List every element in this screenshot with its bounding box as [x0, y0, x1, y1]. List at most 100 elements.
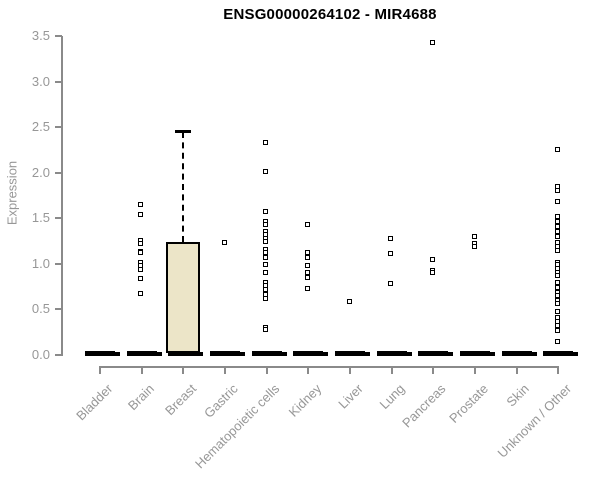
data-point — [304, 275, 310, 281]
x-category-label: Brain — [125, 381, 158, 414]
data-point — [138, 250, 144, 256]
x-category-label: Breast — [161, 381, 199, 419]
y-tick — [55, 217, 62, 220]
zero-bar — [168, 351, 199, 356]
y-tick-label: 3.0 — [31, 73, 50, 89]
y-tick-label: 1.0 — [31, 255, 50, 271]
data-point — [388, 251, 394, 257]
x-category-label: Lung — [376, 381, 408, 413]
zero-bar — [501, 351, 532, 356]
data-point — [471, 244, 477, 250]
zero-bar — [376, 351, 407, 356]
x-tick — [390, 366, 393, 374]
data-point — [554, 199, 560, 205]
data-point — [304, 263, 310, 269]
data-point — [263, 209, 269, 215]
x-tick — [557, 366, 560, 374]
x-tick — [182, 366, 185, 374]
x-category-label: Unknown / Other — [494, 381, 574, 461]
x-category-label: Kidney — [285, 381, 324, 420]
x-tick — [265, 366, 268, 374]
data-point — [554, 223, 560, 229]
zero-bar-end-point — [406, 352, 412, 356]
data-point — [554, 273, 560, 279]
data-point — [471, 234, 477, 240]
zero-bar-end-point — [115, 352, 120, 356]
x-tick — [432, 366, 435, 374]
zero-bar — [543, 351, 574, 356]
zero-bar-end-point — [240, 352, 245, 356]
zero-bar — [251, 351, 282, 356]
y-axis-line — [61, 36, 63, 356]
data-point — [304, 250, 310, 256]
data-point — [388, 281, 394, 287]
data-point — [263, 222, 269, 228]
data-point — [346, 298, 352, 304]
data-point — [138, 266, 144, 272]
zero-bar-end-point — [323, 352, 329, 356]
zero-bar-end-point — [281, 352, 287, 356]
y-tick-label: 2.0 — [31, 164, 50, 180]
x-axis-line — [99, 366, 560, 368]
y-tick — [55, 308, 62, 311]
data-point — [138, 202, 144, 208]
zero-bar — [460, 351, 491, 356]
data-point — [554, 218, 560, 224]
data-point — [138, 241, 144, 247]
data-point — [263, 262, 269, 268]
x-tick — [474, 366, 477, 374]
data-point — [554, 285, 560, 291]
zero-bar-end-point — [573, 352, 579, 356]
data-point — [554, 318, 560, 324]
data-point — [138, 275, 144, 281]
data-point — [429, 256, 435, 262]
whisker — [182, 131, 185, 242]
data-point — [304, 285, 310, 291]
data-point — [263, 250, 269, 256]
y-tick — [55, 126, 62, 129]
data-point — [554, 247, 560, 253]
y-tick — [55, 354, 62, 356]
zero-bar-end-point — [448, 352, 454, 356]
data-point — [263, 239, 269, 245]
data-point — [263, 326, 269, 332]
zero-bar — [210, 351, 240, 356]
data-point — [221, 240, 227, 246]
data-point — [554, 293, 560, 299]
chart-title: ENSG00000264102 - MIR4688 — [223, 6, 437, 23]
data-point — [304, 254, 310, 260]
data-point — [554, 308, 560, 314]
data-point — [554, 147, 560, 153]
data-point — [554, 323, 560, 329]
data-point — [263, 254, 269, 260]
data-point — [138, 212, 144, 218]
data-point — [304, 269, 310, 275]
data-point — [554, 213, 560, 219]
zero-bar — [85, 351, 115, 356]
data-point — [263, 295, 269, 301]
y-tick-label: 2.5 — [31, 119, 50, 135]
zero-bar-end-point — [531, 352, 537, 356]
data-point — [554, 327, 560, 333]
zero-bar — [335, 351, 366, 356]
box — [166, 241, 201, 353]
x-tick — [515, 366, 518, 374]
zero-bar-end-point — [365, 352, 371, 356]
data-point — [263, 140, 269, 146]
zero-bar-end-point — [490, 352, 496, 356]
x-category-label: Gastric — [200, 381, 241, 421]
data-point — [429, 39, 435, 45]
x-category-label: Skin — [503, 381, 533, 410]
y-tick-label: 0.5 — [31, 301, 50, 317]
zero-bar-end-point — [198, 352, 204, 356]
data-point — [554, 183, 560, 189]
data-point — [554, 229, 560, 235]
x-tick — [349, 366, 352, 374]
data-point — [554, 280, 560, 286]
data-point — [263, 269, 269, 275]
zero-bar-end-point — [156, 352, 162, 356]
whisker-cap — [175, 129, 192, 133]
y-tick-label: 0.0 — [31, 347, 50, 362]
y-tick — [55, 35, 62, 37]
